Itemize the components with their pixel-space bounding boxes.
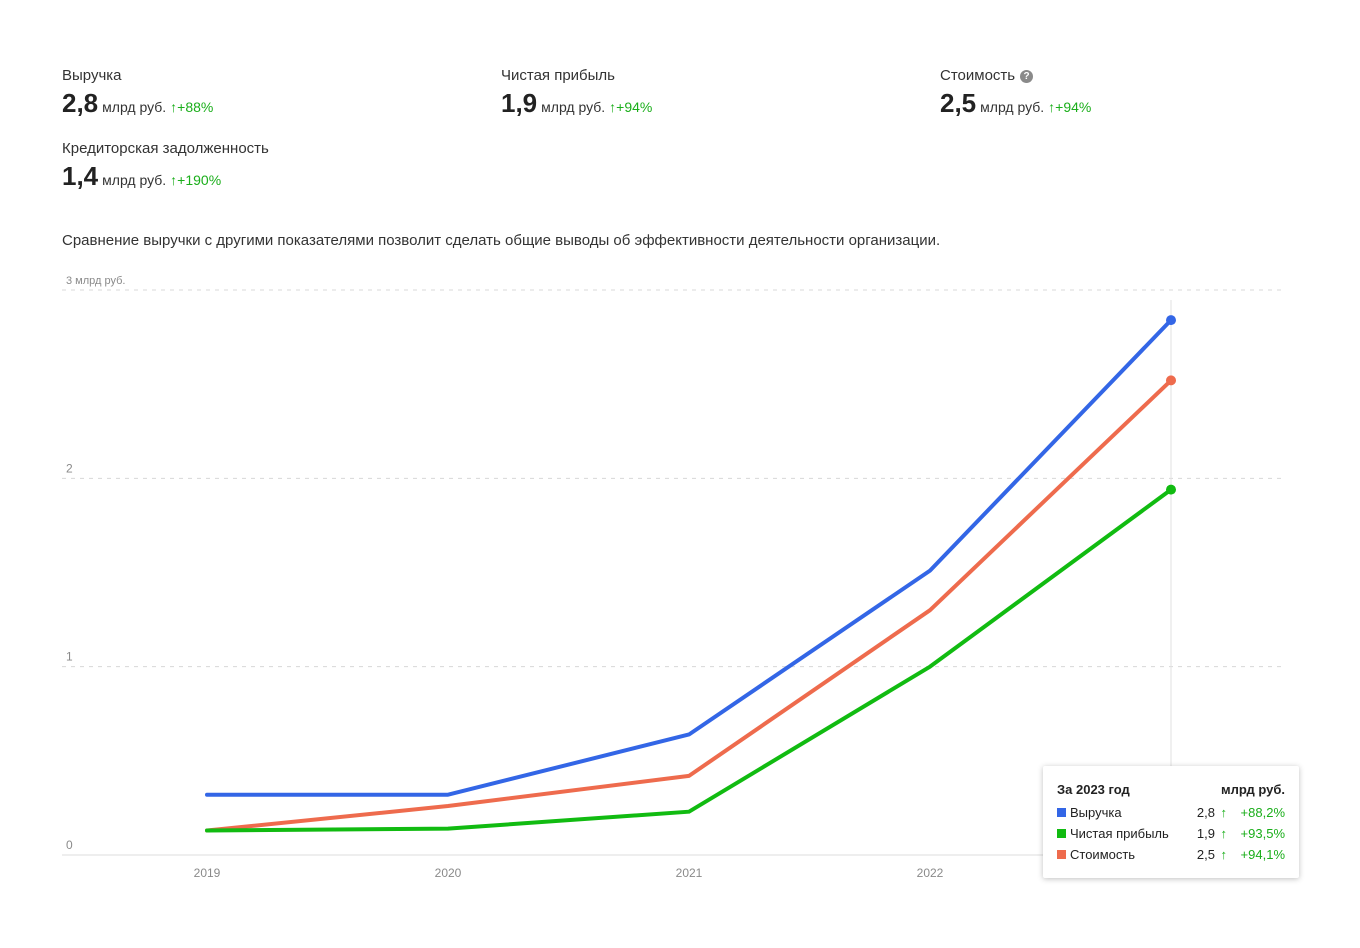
metric-unit: млрд руб. — [541, 99, 606, 115]
metric-value: 2,8 — [62, 88, 99, 118]
data-point — [1166, 484, 1176, 495]
tooltip-title: За 2023 год — [1057, 782, 1130, 797]
y-tick-label: 2 — [66, 461, 73, 475]
metric-delta: +190% — [177, 172, 222, 188]
tooltip-delta: +94,1% — [1240, 847, 1285, 862]
metric-unit: млрд руб. — [102, 172, 167, 188]
metric-label: Чистая прибыль — [501, 67, 615, 84]
metric-value: 2,5 — [940, 88, 977, 118]
y-tick-label: 3 млрд руб. — [66, 275, 125, 287]
metric-net-profit: Чистая прибыль 1,9 млрд руб. ↑+94% — [501, 67, 652, 119]
tooltip-row-net-profit: Чистая прибыль 1,9 ↑ +93,5% — [1057, 823, 1285, 844]
tooltip-row-cost: Стоимость 2,5 ↑ +94,1% — [1057, 844, 1285, 865]
x-tick-label: 2020 — [435, 866, 462, 880]
metric-delta: +88% — [177, 99, 214, 115]
metric-label-text: Стоимость — [940, 67, 1016, 84]
legend-swatch — [1057, 808, 1066, 817]
up-arrow-icon: ↑ — [1220, 826, 1228, 841]
metric-label: Стоимость? — [940, 67, 1091, 84]
tooltip-value: 1,9 — [1196, 826, 1215, 841]
data-point — [1166, 375, 1176, 386]
series-line — [205, 378, 1173, 833]
up-arrow-icon: ↑ — [170, 99, 178, 115]
metric-label: Выручка — [62, 67, 122, 84]
chart-tooltip: За 2023 год млрд руб. Выручка 2,8 ↑ +88,… — [1043, 766, 1299, 878]
up-arrow-icon: ↑ — [170, 172, 178, 188]
tooltip-value: 2,5 — [1196, 847, 1215, 862]
metric-payables: Кредиторская задолженность 1,4 млрд руб. ↑… — [62, 140, 269, 192]
tooltip-series-name: Стоимость — [1070, 847, 1136, 862]
tooltip-delta: +93,5% — [1240, 826, 1285, 841]
metric-unit: млрд руб. — [102, 99, 167, 115]
up-arrow-icon: ↑ — [609, 99, 617, 115]
metric-unit: млрд руб. — [980, 99, 1045, 115]
metric-label: Кредиторская задолженность — [62, 140, 269, 157]
legend-swatch — [1057, 850, 1066, 859]
legend-swatch — [1057, 829, 1066, 838]
metric-value-cost: Стоимость? 2,5 млрд руб. ↑+94% — [940, 67, 1091, 119]
series-line — [205, 318, 1173, 797]
tooltip-unit: млрд руб. — [1221, 782, 1285, 797]
tooltip-series-name: Чистая прибыль — [1070, 826, 1169, 841]
metric-delta: +94% — [1055, 99, 1092, 115]
tooltip-value: 2,8 — [1196, 805, 1215, 820]
x-tick-label: 2022 — [917, 866, 944, 880]
tooltip-series-name: Выручка — [1070, 805, 1122, 820]
y-tick-label: 1 — [66, 650, 73, 664]
y-tick-label: 0 — [66, 838, 73, 852]
x-tick-label: 2019 — [194, 866, 221, 880]
tooltip-delta: +88,2% — [1240, 805, 1285, 820]
metric-delta: +94% — [616, 99, 653, 115]
data-point — [1166, 315, 1176, 326]
x-tick-label: 2021 — [676, 866, 703, 880]
up-arrow-icon: ↑ — [1220, 847, 1228, 862]
tooltip-row-revenue: Выручка 2,8 ↑ +88,2% — [1057, 802, 1285, 823]
series-line — [205, 487, 1173, 833]
up-arrow-icon: ↑ — [1220, 805, 1228, 820]
chart-description: Сравнение выручки с другими показателями… — [62, 232, 941, 249]
metric-value: 1,9 — [501, 88, 538, 118]
help-icon[interactable]: ? — [1020, 70, 1034, 83]
metric-revenue: Выручка 2,8 млрд руб. ↑+88% — [62, 67, 213, 119]
metric-value: 1,4 — [62, 161, 99, 191]
up-arrow-icon: ↑ — [1048, 99, 1056, 115]
